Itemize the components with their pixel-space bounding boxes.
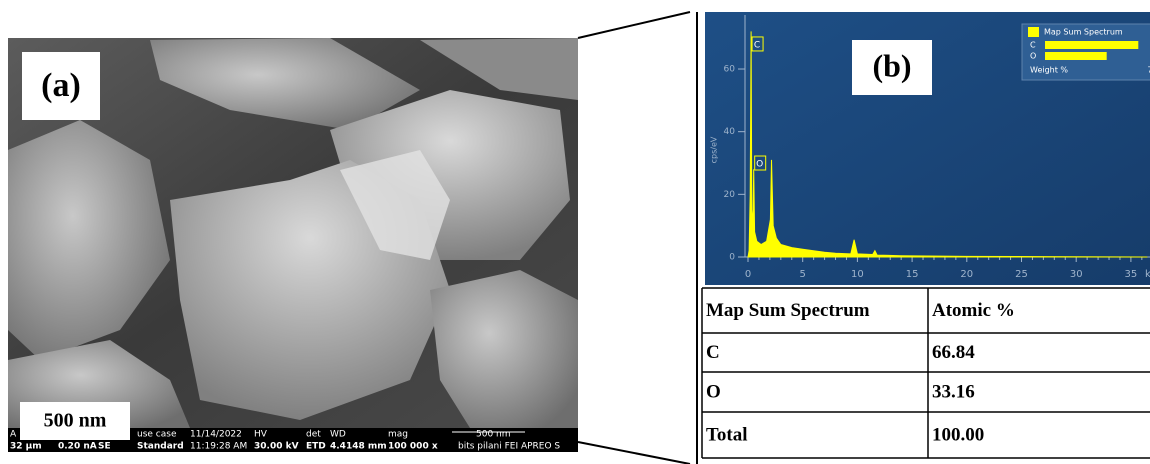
info-text: 4.4148 mm bbox=[330, 442, 387, 452]
legend-axis-label: Weight % bbox=[1030, 66, 1068, 75]
info-text: mag bbox=[388, 430, 408, 440]
scale-label: 500 nm bbox=[44, 410, 107, 432]
y-tick-label: 40 bbox=[724, 127, 736, 137]
figure: (a) 500 nm 0 5 10 15 20 25 30 35 k 0 20 40 60 cps/eV C… bbox=[0, 0, 1150, 464]
info-text: ETD bbox=[306, 442, 326, 452]
info-text: Standard bbox=[137, 442, 184, 452]
info-text: 0.20 nA bbox=[58, 442, 97, 452]
connector bbox=[578, 12, 690, 38]
table-cell: C bbox=[706, 342, 720, 363]
table-cell: Atomic % bbox=[932, 300, 1015, 321]
x-unit-label: k bbox=[1145, 269, 1150, 280]
legend-bar bbox=[1045, 41, 1138, 49]
x-tick-label: 10 bbox=[851, 269, 864, 280]
x-tick-label: 25 bbox=[1015, 269, 1028, 280]
x-tick-label: 15 bbox=[906, 269, 919, 280]
info-text: bits pilani FEI APREO S bbox=[458, 442, 560, 452]
x-tick-label: 35 bbox=[1125, 269, 1138, 280]
table-cell: 66.84 bbox=[932, 342, 975, 363]
legend-title: Map Sum Spectrum bbox=[1044, 28, 1123, 37]
info-text: 11/14/2022 bbox=[190, 430, 242, 440]
table-cell: 100.00 bbox=[932, 424, 984, 445]
table-cell: Total bbox=[706, 424, 748, 445]
table-cell: O bbox=[706, 381, 721, 402]
panel-label: (b) bbox=[872, 47, 911, 83]
info-text: use case bbox=[137, 430, 177, 440]
table-cell: 33.16 bbox=[932, 381, 975, 402]
page: (a) 500 nm 0 5 10 15 20 25 30 35 k 0 20 40 60 cps/eV C… bbox=[0, 0, 1150, 464]
y-axis-label: cps/eV bbox=[710, 136, 719, 163]
y-tick-label: 60 bbox=[724, 65, 736, 75]
x-tick-label: 20 bbox=[960, 269, 973, 280]
x-tick-label: 0 bbox=[745, 269, 751, 280]
info-text: 100 000 x bbox=[388, 442, 438, 452]
peak-label: C bbox=[754, 40, 760, 50]
table-cell: Map Sum Spectrum bbox=[706, 300, 870, 321]
peak-label: O bbox=[756, 160, 763, 170]
info-text: A bbox=[10, 430, 17, 440]
panel-label: (a) bbox=[41, 67, 81, 104]
y-tick-label: 0 bbox=[729, 253, 735, 263]
info-text: SE bbox=[98, 442, 111, 452]
connector bbox=[578, 442, 690, 464]
y-tick-label: 20 bbox=[724, 190, 736, 200]
info-text: HV bbox=[254, 430, 268, 440]
x-tick-label: 30 bbox=[1070, 269, 1083, 280]
legend-bar bbox=[1045, 52, 1107, 60]
info-text: 11:19:28 AM bbox=[190, 442, 247, 452]
info-text: de bbox=[92, 430, 104, 440]
info-text: 30.00 kV bbox=[254, 442, 299, 452]
info-text: det bbox=[306, 430, 321, 440]
info-text: WD bbox=[330, 430, 346, 440]
table: Map Sum Spectrum Atomic % C 66.84 O 33.16 Tota… bbox=[702, 288, 1150, 458]
x-tick-label: 5 bbox=[800, 269, 806, 280]
legend-category: O bbox=[1030, 52, 1036, 61]
info-text: 500 nm bbox=[476, 430, 511, 440]
legend-category: C bbox=[1030, 41, 1036, 50]
info-text: 32 µm bbox=[10, 442, 42, 452]
legend-swatch bbox=[1028, 27, 1039, 37]
